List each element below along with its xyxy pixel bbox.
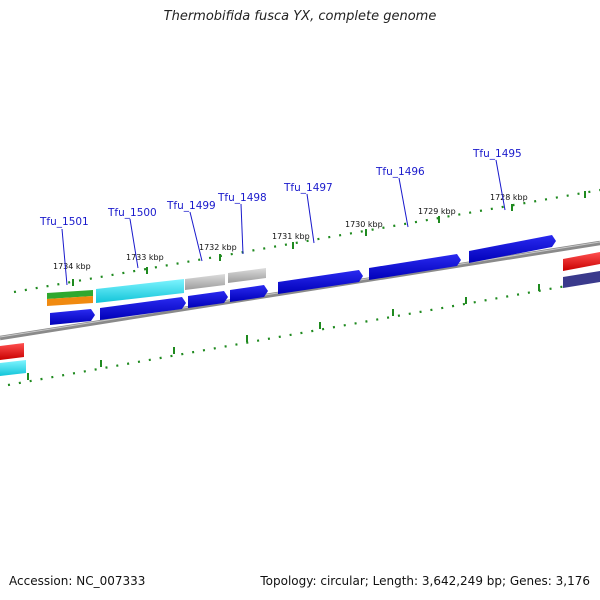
gene-feature (278, 270, 363, 294)
feature-track-lower (0, 271, 600, 376)
tick-label: 1731 kbp (272, 232, 310, 241)
tick-label: 1729 kbp (418, 207, 456, 216)
gene-feature (96, 279, 184, 303)
gene-feature (228, 268, 266, 283)
feature-track-upper (47, 235, 600, 306)
gene-label-tfu-1501: Tfu_1501 (39, 216, 89, 228)
gene-feature (230, 285, 268, 302)
gene-feature (185, 274, 225, 290)
gene-label-tfu-1495: Tfu_1495 (472, 148, 522, 160)
gene-feature (100, 297, 186, 320)
gene-feature (563, 252, 600, 271)
gene-labels: Tfu_1501 Tfu_1500 Tfu_1499 Tfu_1498 Tfu_… (39, 148, 522, 228)
scale-tick-labels: 1734 kbp 1733 kbp 1732 kbp 1731 kbp 1730… (53, 193, 528, 271)
gene-feature (188, 291, 228, 308)
scale-dots (7, 188, 600, 387)
gene-label-tfu-1498: Tfu_1498 (217, 192, 267, 204)
tick-label: 1730 kbp (345, 220, 383, 229)
gene-label-tfu-1500: Tfu_1500 (107, 207, 157, 219)
scale-ticks (27, 191, 586, 380)
gene-feature (469, 235, 556, 263)
accession-text: Accession: NC_007333 (9, 574, 146, 588)
genome-summary-text: Topology: circular; Length: 3,642,249 bp… (260, 574, 590, 588)
gene-feature (47, 296, 93, 306)
gene-feature (50, 309, 95, 325)
gene-feature (563, 271, 600, 288)
gene-feature (369, 254, 461, 280)
gene-label-tfu-1499: Tfu_1499 (166, 200, 216, 212)
tick-label: 1734 kbp (53, 262, 91, 271)
gene-feature (0, 360, 26, 376)
gene-label-tfu-1496: Tfu_1496 (375, 166, 425, 178)
tick-label: 1728 kbp (490, 193, 528, 202)
map-title: Thermobifida fusca YX, complete genome (163, 9, 437, 24)
tick-label: 1732 kbp (199, 243, 237, 252)
tick-label: 1733 kbp (126, 253, 164, 262)
gene-label-tfu-1497: Tfu_1497 (283, 182, 333, 194)
gene-feature (0, 343, 24, 360)
label-leaders (61, 159, 506, 286)
